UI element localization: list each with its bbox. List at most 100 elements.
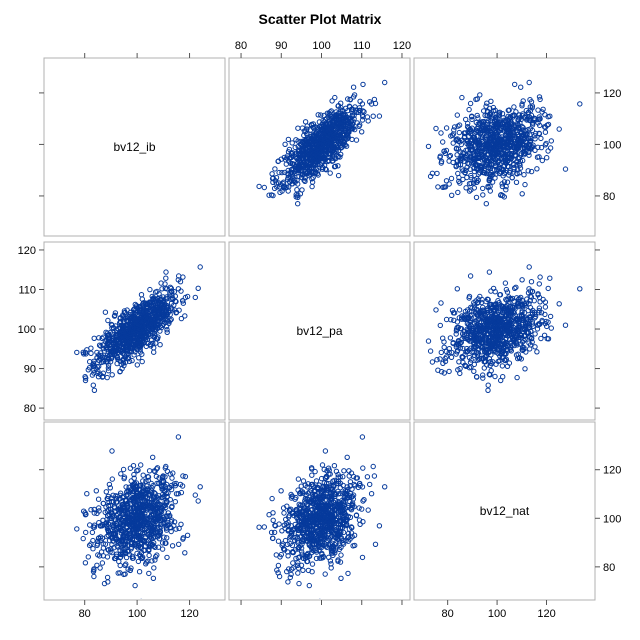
data-point — [130, 336, 137, 342]
data-point — [531, 298, 537, 304]
data-point — [116, 537, 123, 543]
data-point — [109, 541, 115, 548]
data-point — [501, 151, 507, 157]
data-point — [577, 101, 583, 107]
data-point — [511, 112, 517, 118]
data-point — [133, 480, 140, 486]
data-point — [104, 533, 110, 540]
data-point — [173, 298, 179, 305]
data-point — [440, 360, 446, 366]
data-point — [521, 142, 528, 149]
data-point — [504, 297, 510, 303]
data-point — [520, 315, 526, 322]
data-point — [504, 179, 511, 185]
data-point — [119, 328, 126, 335]
data-point — [82, 377, 89, 384]
data-point — [512, 285, 518, 291]
data-point — [503, 286, 510, 293]
data-point — [142, 516, 148, 522]
data-point — [182, 550, 188, 556]
data-point — [527, 97, 533, 103]
data-point — [296, 166, 303, 172]
data-point — [496, 119, 502, 126]
data-point — [116, 329, 123, 336]
data-point — [175, 286, 182, 292]
data-point — [113, 496, 120, 502]
data-point — [304, 169, 311, 176]
data-point — [137, 346, 143, 352]
data-point — [502, 132, 509, 139]
data-point — [152, 289, 159, 295]
data-point — [525, 168, 531, 174]
data-point — [528, 145, 535, 151]
data-point — [293, 192, 299, 198]
data-point — [197, 264, 203, 270]
data-point — [496, 166, 503, 172]
data-point — [471, 168, 478, 175]
data-point — [372, 541, 379, 547]
data-point — [455, 170, 461, 177]
data-point — [141, 538, 147, 544]
data-point — [143, 500, 149, 506]
data-point — [496, 300, 502, 306]
data-point — [425, 143, 432, 150]
data-point — [178, 489, 185, 496]
data-point — [548, 138, 554, 144]
data-point — [321, 136, 328, 142]
data-point — [511, 327, 517, 334]
data-point — [484, 347, 490, 353]
data-point — [488, 132, 494, 138]
data-point — [526, 79, 532, 86]
data-point — [112, 310, 119, 316]
data-point — [505, 155, 512, 162]
data-point — [131, 352, 137, 358]
data-point — [261, 184, 267, 191]
data-point — [118, 319, 124, 325]
data-point — [481, 167, 487, 174]
data-point — [270, 517, 276, 523]
data-point — [467, 153, 474, 159]
data-point — [158, 508, 165, 514]
data-point — [535, 144, 541, 151]
data-point — [502, 280, 509, 286]
data-point — [471, 180, 477, 186]
data-point — [340, 132, 347, 139]
data-point — [376, 113, 383, 119]
data-point — [473, 336, 479, 343]
data-point — [155, 529, 161, 536]
data-point — [457, 325, 463, 332]
data-point — [474, 112, 480, 119]
data-point — [484, 100, 490, 106]
data-point — [115, 347, 122, 353]
data-point — [91, 335, 97, 341]
data-point — [276, 169, 282, 176]
data-point — [496, 318, 503, 324]
data-point — [454, 349, 460, 355]
data-point — [497, 292, 503, 298]
data-point — [343, 127, 349, 133]
data-point — [124, 324, 130, 330]
data-point — [490, 144, 496, 151]
data-point — [512, 81, 518, 88]
data-point — [309, 138, 315, 145]
data-point — [468, 180, 474, 187]
data-point — [473, 310, 479, 316]
data-point — [138, 318, 144, 324]
data-point — [282, 141, 288, 148]
data-point — [122, 571, 128, 577]
data-point — [490, 112, 496, 118]
data-point — [91, 573, 97, 580]
data-point — [132, 301, 139, 308]
data-point — [133, 488, 139, 494]
data-point — [485, 127, 491, 134]
data-point — [447, 335, 454, 341]
data-point — [382, 484, 388, 490]
data-point — [168, 486, 175, 493]
data-point — [503, 187, 509, 193]
data-point — [435, 367, 441, 373]
data-point — [520, 125, 526, 131]
data-point — [345, 119, 351, 126]
data-point — [471, 302, 478, 308]
data-point — [105, 547, 111, 553]
data-point — [496, 128, 502, 135]
